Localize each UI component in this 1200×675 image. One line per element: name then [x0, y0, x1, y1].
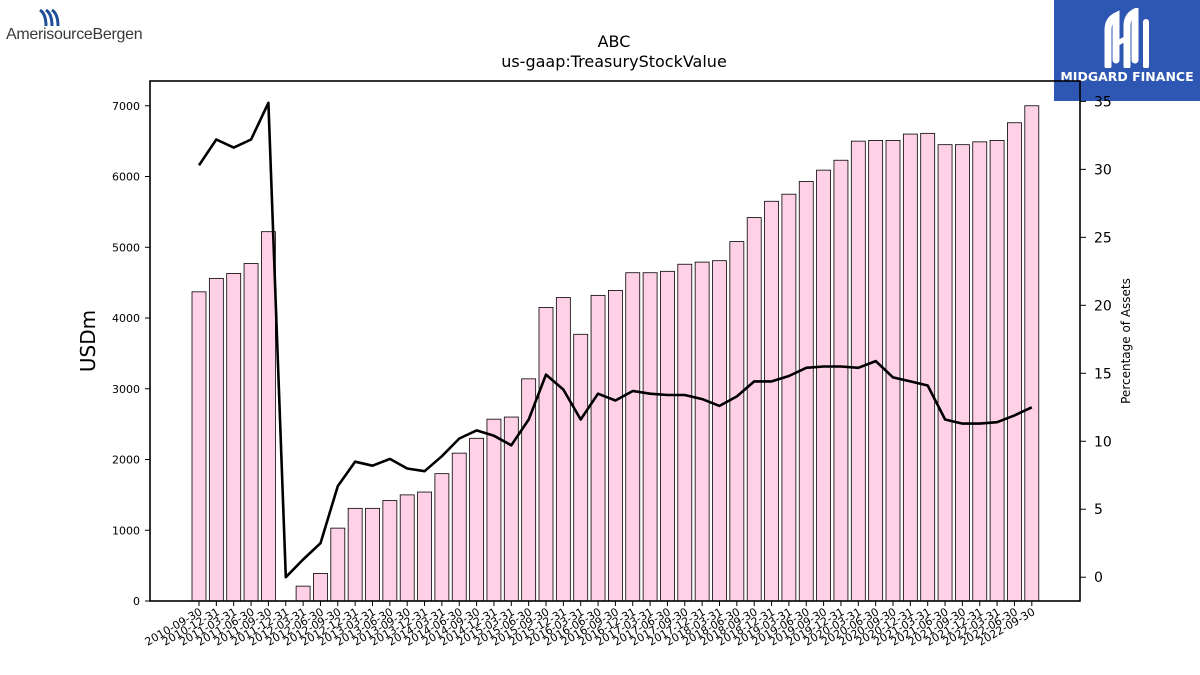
- bar: [208, 277, 224, 602]
- y-tick-label: 7000: [112, 100, 140, 113]
- bar: [226, 273, 242, 602]
- bar: [712, 260, 727, 602]
- bar: [955, 144, 970, 602]
- y-tick-label: 4000: [112, 312, 140, 325]
- bar: [972, 141, 988, 602]
- bar: [1024, 105, 1040, 602]
- bar: [330, 527, 346, 602]
- midgard-finance-logo: MIDGARD FINANCE: [1054, 0, 1200, 101]
- bar: [469, 437, 485, 602]
- y2-tick-label: 5: [1094, 502, 1103, 518]
- amerisourcebergen-wordmark: AmerisourceBergen: [6, 26, 143, 43]
- left-axis: 0 1000 2000 3000 4000 5000 6000 7000: [112, 100, 150, 608]
- y-tick-label: 0: [133, 595, 140, 608]
- bar: [417, 491, 432, 602]
- amerisourcebergen-logo-icon: [39, 8, 60, 27]
- bar: [920, 132, 936, 602]
- bar: [538, 306, 554, 602]
- bar: [781, 193, 797, 602]
- bar: [625, 272, 641, 602]
- bar-series: [191, 105, 1040, 602]
- percentage-line: [197, 101, 1033, 579]
- bar: [833, 159, 849, 602]
- bar: [399, 494, 415, 602]
- y-tick-label: 1000: [112, 524, 140, 537]
- midgard-logo-icon: [1104, 8, 1149, 68]
- line-series: [197, 101, 1033, 579]
- bar: [608, 290, 623, 602]
- amerisourcebergen-logo: AmerisourceBergen: [6, 6, 166, 50]
- bar: [694, 261, 710, 602]
- x-axis: 2010-09-302010-12-312011-03-312011-06-30…: [143, 601, 1037, 649]
- y-tick-label: 2000: [112, 454, 140, 467]
- bar: [642, 272, 658, 602]
- bar: [313, 573, 328, 602]
- y-tick-label: 6000: [112, 171, 140, 184]
- bar: [764, 200, 779, 602]
- y-axis-label: USDm: [76, 310, 100, 372]
- bar: [521, 378, 537, 602]
- bar: [746, 217, 762, 602]
- y-tick-label: 3000: [112, 383, 140, 396]
- bar: [260, 231, 276, 602]
- bar: [1007, 122, 1022, 602]
- y2-tick-label: 25: [1094, 230, 1112, 246]
- y2-tick-label: 0: [1094, 570, 1103, 586]
- bar: [243, 263, 259, 602]
- bar: [295, 585, 311, 602]
- bar: [885, 140, 901, 602]
- y2-tick-label: 20: [1094, 298, 1112, 314]
- bar: [798, 181, 814, 602]
- bar: [677, 263, 693, 602]
- bar: [850, 140, 866, 602]
- bar: [486, 418, 502, 602]
- y-tick-label: 5000: [112, 241, 140, 254]
- bar: [573, 333, 589, 602]
- y2-axis-label: Percentage of Assets: [1119, 278, 1133, 404]
- right-axis: 0 5 10 15 20 25 30 35: [1080, 94, 1112, 586]
- bar: [937, 144, 953, 602]
- chart-subtitle: us-gaap:TreasuryStockValue: [501, 52, 727, 71]
- y2-tick-label: 35: [1094, 94, 1112, 110]
- bar: [902, 133, 918, 602]
- bar: [590, 294, 606, 602]
- bar: [816, 169, 831, 602]
- bar: [989, 140, 1005, 602]
- bar: [868, 140, 884, 602]
- y2-tick-label: 10: [1094, 434, 1112, 450]
- bar: [347, 507, 363, 602]
- y2-tick-label: 30: [1094, 162, 1112, 178]
- bar: [729, 241, 745, 602]
- y2-tick-label: 15: [1094, 366, 1112, 382]
- chart-title: ABC: [597, 32, 631, 51]
- bar: [555, 297, 571, 602]
- bar: [191, 291, 207, 602]
- bar: [365, 507, 380, 602]
- bar: [382, 500, 398, 602]
- bar: [434, 473, 450, 602]
- midgard-finance-wordmark: MIDGARD FINANCE: [1060, 69, 1194, 84]
- bar: [451, 452, 467, 602]
- bar: [660, 270, 675, 602]
